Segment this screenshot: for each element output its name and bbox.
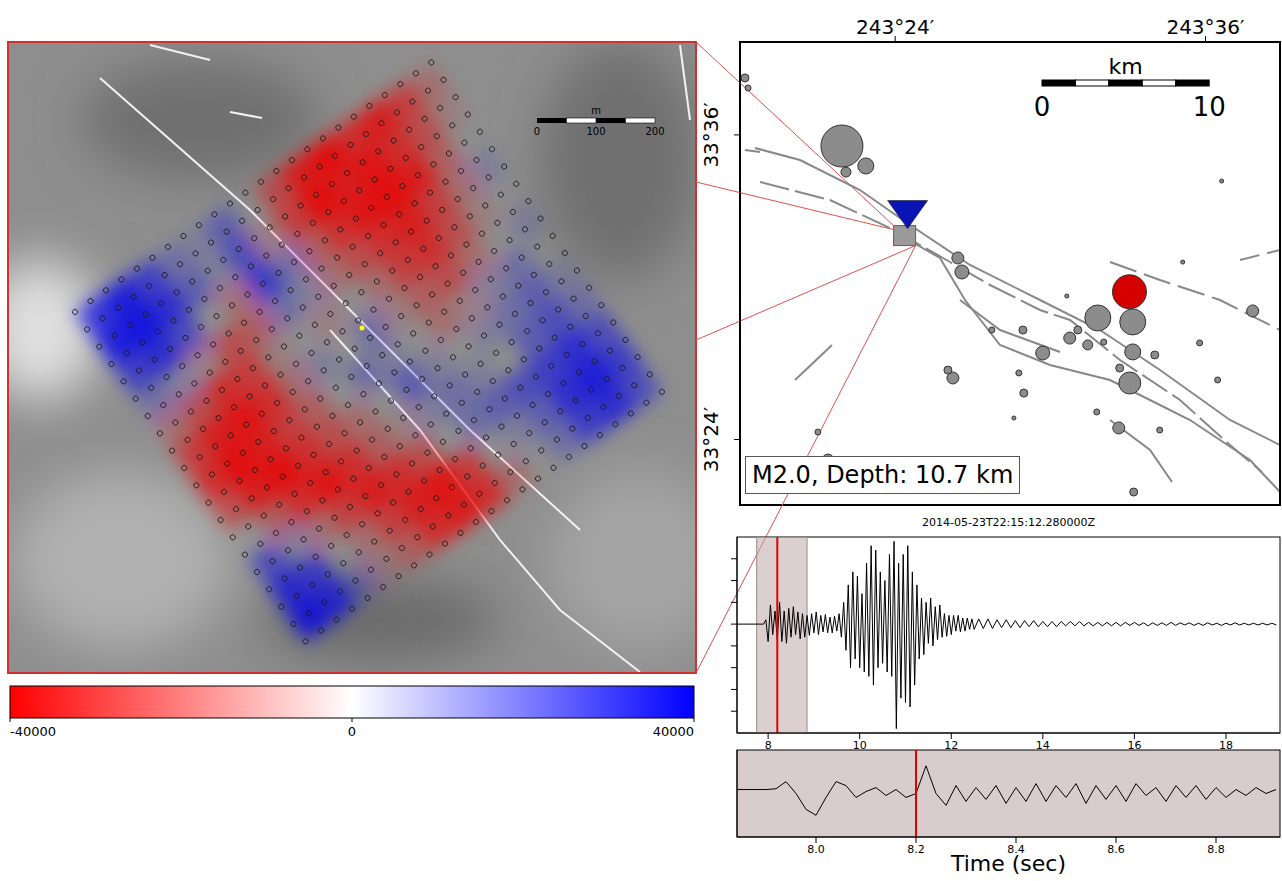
svg-text:10: 10 <box>1193 92 1226 122</box>
svg-text:40000: 40000 <box>653 724 694 739</box>
svg-text:33°24′: 33°24′ <box>699 406 723 472</box>
svg-text:14: 14 <box>1036 739 1050 752</box>
svg-text:-40000: -40000 <box>10 724 56 739</box>
svg-text:0: 0 <box>534 126 540 137</box>
svg-text:10: 10 <box>853 739 867 752</box>
svg-text:8.8: 8.8 <box>1207 843 1225 856</box>
svg-text:m: m <box>591 105 601 116</box>
svg-text:12: 12 <box>944 739 958 752</box>
svg-text:100: 100 <box>586 126 605 137</box>
svg-text:243°24′: 243°24′ <box>856 15 935 39</box>
svg-text:0: 0 <box>348 724 356 739</box>
svg-text:200: 200 <box>645 126 664 137</box>
svg-text:8.2: 8.2 <box>907 843 925 856</box>
svg-text:0: 0 <box>1034 92 1051 122</box>
svg-text:18: 18 <box>1219 739 1233 752</box>
svg-text:243°36′: 243°36′ <box>1166 15 1245 39</box>
svg-text:8.6: 8.6 <box>1107 843 1125 856</box>
svg-text:km: km <box>1109 54 1143 79</box>
svg-text:16: 16 <box>1127 739 1141 752</box>
svg-text:33°36′: 33°36′ <box>699 102 723 168</box>
svg-text:8: 8 <box>765 739 772 752</box>
svg-text:8.0: 8.0 <box>807 843 825 856</box>
